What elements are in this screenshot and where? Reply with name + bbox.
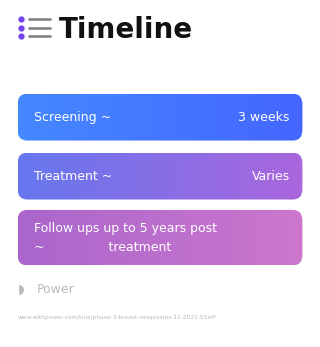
- Text: ◗: ◗: [18, 283, 24, 296]
- Text: Follow ups up to 5 years post
~                treatment: Follow ups up to 5 years post ~ treatmen…: [34, 222, 217, 254]
- Text: www.withpower.com/trial/phase-3-breast-neoplasms-11-2021-55eff: www.withpower.com/trial/phase-3-breast-n…: [18, 315, 216, 320]
- Text: Power: Power: [37, 283, 75, 296]
- Text: Timeline: Timeline: [59, 16, 193, 44]
- Text: Screening ~: Screening ~: [34, 111, 111, 124]
- Text: 3 weeks: 3 weeks: [238, 111, 290, 124]
- Text: Treatment ~: Treatment ~: [34, 170, 112, 183]
- Text: Varies: Varies: [252, 170, 290, 183]
